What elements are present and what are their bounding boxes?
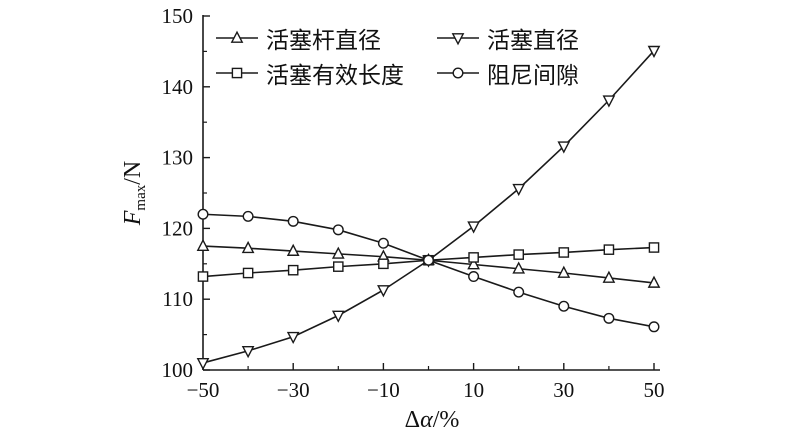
data-point	[602, 95, 616, 108]
data-point	[287, 215, 299, 227]
data-point	[557, 141, 571, 154]
legend-label: 活塞杆直径	[266, 28, 381, 54]
y-axis-title-sub: max	[133, 184, 149, 210]
series-lines	[202, 50, 655, 364]
x-tick-label: 30	[553, 378, 574, 402]
data-point	[423, 254, 435, 266]
legend-label: 阻尼间隙	[487, 63, 579, 89]
data-point	[557, 265, 571, 278]
series-markers	[196, 45, 661, 371]
data-point	[242, 267, 254, 279]
legend-marker	[452, 67, 464, 79]
data-point	[647, 275, 661, 288]
x-axis-title-symbol: Δ	[405, 407, 420, 433]
y-tick-label: 110	[162, 287, 193, 311]
data-point	[467, 257, 480, 270]
data-point	[468, 252, 479, 263]
data-point	[648, 242, 660, 253]
data-point	[196, 358, 210, 371]
x-tick-label: −10	[367, 378, 400, 402]
x-tick-label: −50	[187, 378, 220, 402]
data-point	[331, 246, 345, 259]
data-point	[558, 300, 570, 312]
y-tick-label: 140	[162, 75, 194, 99]
data-point	[513, 249, 524, 260]
data-point	[647, 45, 661, 59]
x-tick-label: −30	[277, 378, 310, 402]
data-point	[603, 312, 615, 324]
legend-label: 活塞直径	[487, 28, 579, 54]
x-tick-labels: −50 −30 −10 10 30 50	[187, 378, 665, 402]
data-point	[242, 210, 254, 222]
data-point	[196, 238, 210, 252]
data-point	[241, 345, 255, 359]
legend-marker	[451, 33, 465, 46]
x-tick-label: 50	[644, 378, 665, 402]
data-point	[287, 264, 299, 276]
x-tick-label: 10	[463, 378, 484, 402]
data-point	[331, 310, 345, 323]
data-point	[333, 261, 344, 272]
data-point	[512, 183, 526, 197]
data-point	[286, 331, 300, 345]
data-point	[468, 271, 480, 283]
data-point	[197, 271, 209, 282]
y-tick-label: 130	[162, 146, 194, 170]
data-point	[467, 221, 480, 234]
y-axis-title: Fmax/N	[120, 161, 149, 227]
legend-marker	[230, 30, 244, 43]
x-axis-title-var: α	[420, 407, 433, 433]
y-tick-labels: 100 110 120 130 140 150	[162, 4, 194, 382]
legend-marker	[231, 67, 243, 79]
data-point	[241, 240, 255, 254]
y-axis-title-var: F	[120, 210, 146, 226]
x-axis-title-unit: /%	[433, 407, 460, 433]
y-axis-title-unit: /N	[120, 161, 146, 185]
data-point	[558, 247, 570, 258]
data-point	[286, 243, 300, 256]
series-line-2	[202, 50, 655, 364]
data-point	[512, 261, 526, 274]
data-point	[377, 237, 389, 249]
y-tick-label: 100	[162, 358, 194, 382]
data-point	[197, 208, 209, 220]
series-line-4	[202, 213, 655, 328]
x-axis-title: Δα/%	[405, 407, 460, 433]
data-point	[603, 244, 615, 255]
data-point	[513, 286, 525, 298]
y-tick-label: 150	[162, 4, 194, 28]
data-point	[332, 224, 344, 236]
data-point	[377, 285, 390, 298]
legend-label: 活塞有效长度	[266, 63, 404, 89]
y-tick-label: 120	[162, 216, 194, 240]
data-point	[602, 270, 616, 283]
data-point	[648, 321, 660, 333]
data-point	[378, 258, 389, 270]
